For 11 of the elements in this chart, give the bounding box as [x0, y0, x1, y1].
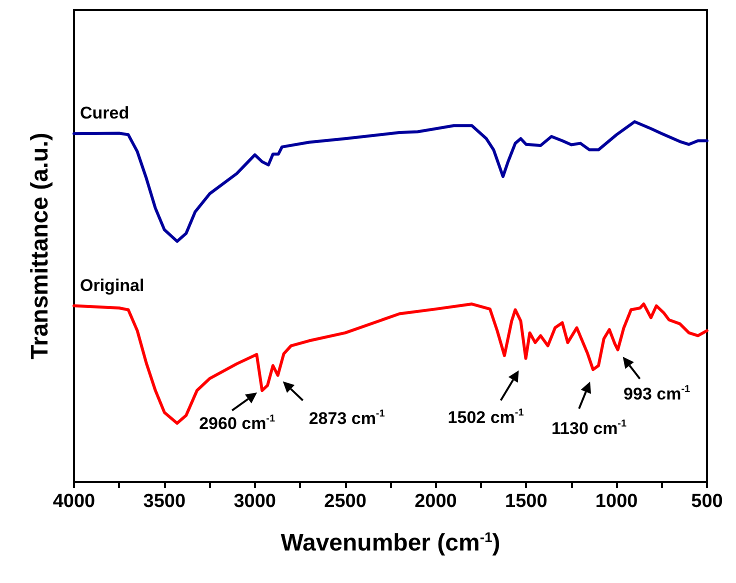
x-tick-label: 2000 — [414, 491, 457, 512]
series-label: Cured — [80, 104, 130, 123]
x-tick-label: 2500 — [324, 491, 366, 512]
x-tick-label: 1000 — [595, 491, 638, 512]
y-axis-title: Transmittance (a.u.) — [26, 132, 54, 360]
x-tick-label: 500 — [691, 491, 723, 512]
x-tick-label: 3000 — [234, 491, 276, 512]
x-tick-label: 1500 — [505, 491, 548, 512]
x-tick-label: 4000 — [52, 491, 96, 512]
x-tick-label: 3500 — [143, 491, 186, 512]
series-label: Original — [80, 276, 144, 295]
